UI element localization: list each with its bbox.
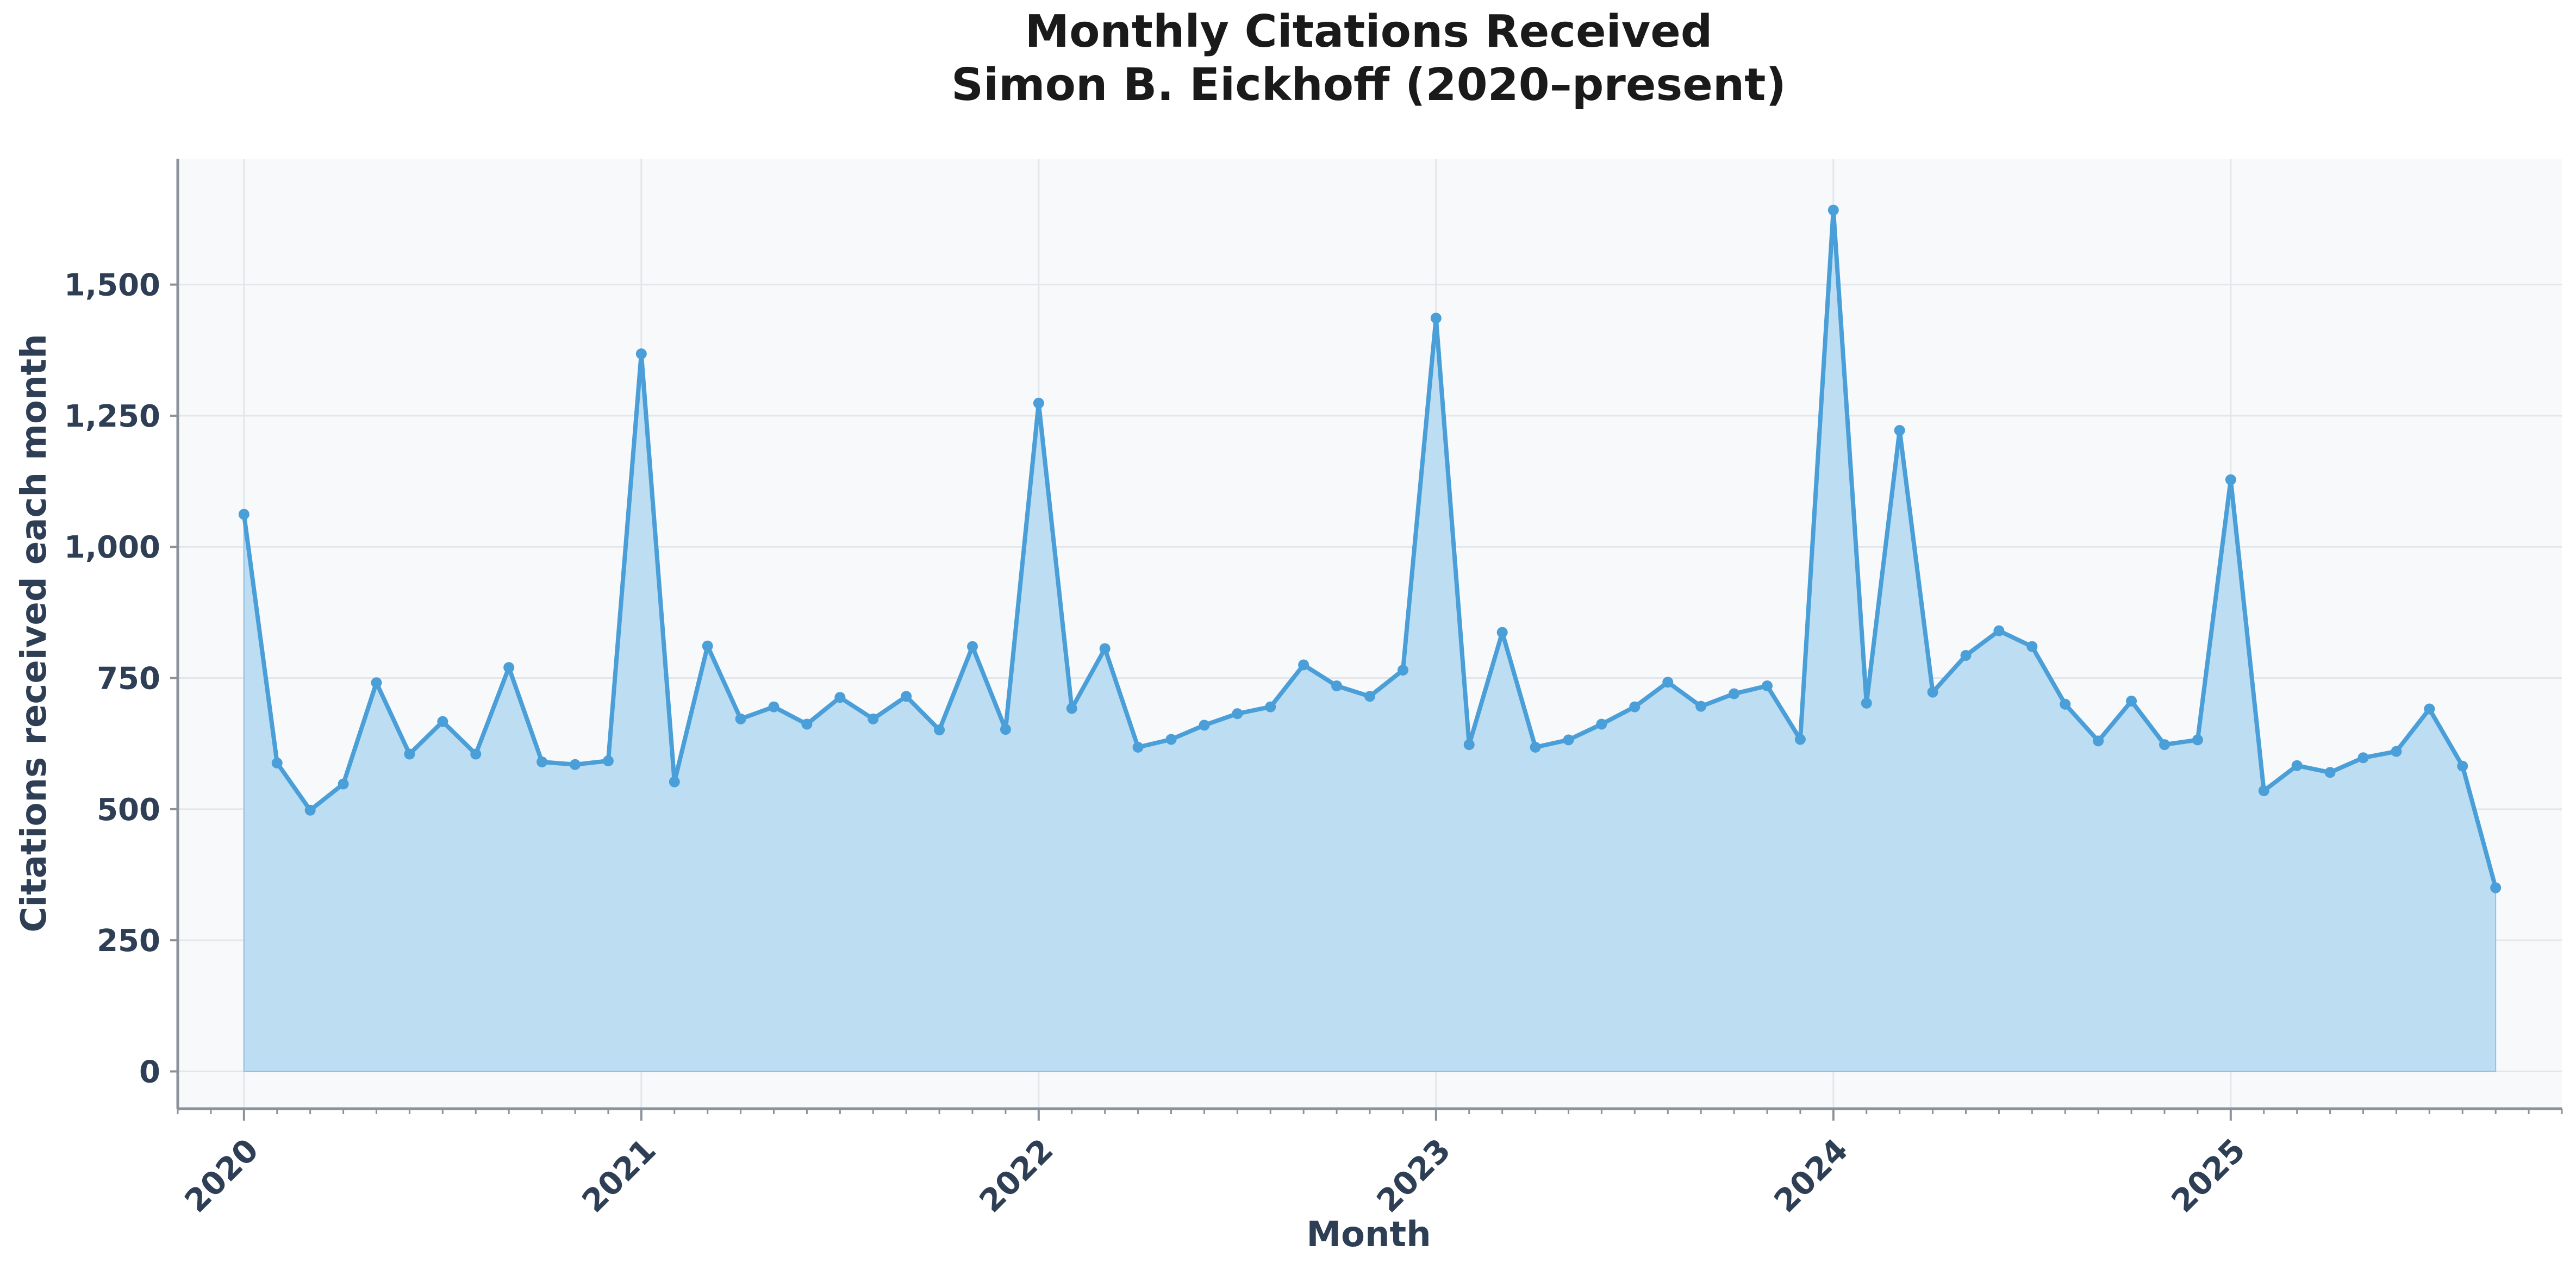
y-tick-label: 0 xyxy=(139,1054,160,1090)
data-point xyxy=(570,759,581,770)
data-point xyxy=(503,662,515,673)
data-points xyxy=(238,204,2502,893)
data-point xyxy=(1099,643,1111,654)
chart-subtitle: Simon B. Eickhoff (2020–present) xyxy=(951,59,1786,111)
data-point xyxy=(868,713,879,724)
data-point xyxy=(1629,701,1641,712)
x-axis-ticks: 2020 2021 2022 2023 2024 2025 xyxy=(177,1109,2563,1220)
data-point xyxy=(1298,659,1309,671)
data-point xyxy=(537,756,548,767)
data-point xyxy=(768,701,779,712)
y-tick-label: 750 xyxy=(97,661,160,697)
x-tick-label: 2020 xyxy=(177,1132,265,1220)
data-point xyxy=(1993,625,2005,636)
data-point xyxy=(1265,701,1276,712)
data-point xyxy=(1132,741,1144,753)
data-point xyxy=(404,748,415,760)
data-point xyxy=(1894,424,1905,436)
data-point xyxy=(1927,686,1938,698)
data-point xyxy=(702,640,713,652)
data-point xyxy=(304,804,316,816)
y-axis-ticks: 0 250 500 750 1,000 1,250 1,500 xyxy=(64,268,178,1090)
data-point xyxy=(1000,724,1011,735)
data-point xyxy=(2457,760,2468,772)
data-point xyxy=(1530,741,1541,753)
data-point xyxy=(735,713,746,724)
x-tick-label: 2025 xyxy=(2164,1132,2252,1220)
data-point xyxy=(635,348,647,360)
data-point xyxy=(1762,680,1773,692)
data-point xyxy=(2225,474,2236,485)
data-point xyxy=(437,716,448,727)
data-point xyxy=(801,718,813,730)
data-point xyxy=(2424,703,2435,715)
data-point xyxy=(2291,760,2303,771)
data-point xyxy=(338,778,349,790)
data-point xyxy=(1331,680,1343,692)
data-point xyxy=(901,691,912,702)
data-point xyxy=(669,776,680,787)
data-point xyxy=(967,641,978,652)
data-point xyxy=(1827,204,1839,216)
y-tick-label: 1,500 xyxy=(64,268,160,303)
data-point xyxy=(1861,697,1872,709)
data-point xyxy=(2093,735,2104,747)
data-point xyxy=(602,755,614,767)
chart-title: Monthly Citations Received xyxy=(1025,6,1712,58)
y-tick-label: 1,250 xyxy=(64,399,160,434)
y-tick-label: 500 xyxy=(97,792,160,828)
x-tick-label: 2024 xyxy=(1767,1132,1855,1220)
data-point xyxy=(1397,665,1408,676)
data-point xyxy=(1960,650,1972,661)
data-point xyxy=(2391,746,2402,757)
y-tick-label: 1,000 xyxy=(64,530,160,565)
data-point xyxy=(2026,641,2038,652)
data-point xyxy=(2258,785,2269,797)
data-point xyxy=(2324,767,2336,778)
data-point xyxy=(1563,734,1574,746)
data-point xyxy=(1165,734,1177,745)
data-point xyxy=(470,748,482,760)
data-point xyxy=(1596,718,1607,730)
data-point xyxy=(2126,696,2137,707)
data-point xyxy=(1794,734,1806,745)
data-point xyxy=(1232,708,1243,720)
y-axis-label: Citations received each month xyxy=(14,334,54,932)
data-point xyxy=(2060,698,2071,710)
data-point xyxy=(2159,739,2170,751)
data-point xyxy=(1430,312,1442,324)
data-point xyxy=(2192,734,2203,746)
data-point xyxy=(238,509,250,520)
data-point xyxy=(1364,691,1375,702)
data-point xyxy=(1729,688,1740,699)
data-point xyxy=(1695,701,1707,712)
data-point xyxy=(371,677,382,689)
data-point xyxy=(2357,752,2369,764)
data-point xyxy=(834,692,846,703)
y-tick-label: 250 xyxy=(97,923,160,959)
data-point xyxy=(1496,627,1508,638)
x-tick-label: 2021 xyxy=(575,1132,663,1220)
x-tick-label: 2022 xyxy=(972,1132,1060,1220)
data-point xyxy=(1033,397,1044,409)
data-point xyxy=(2490,882,2502,893)
data-point xyxy=(934,724,945,736)
data-point xyxy=(1463,739,1475,751)
data-point xyxy=(271,757,283,768)
data-point xyxy=(1199,720,1210,731)
data-point xyxy=(1662,677,1674,688)
data-point xyxy=(1066,703,1077,714)
x-axis-label: Month xyxy=(1306,1215,1431,1255)
x-tick-label: 2023 xyxy=(1369,1132,1457,1220)
